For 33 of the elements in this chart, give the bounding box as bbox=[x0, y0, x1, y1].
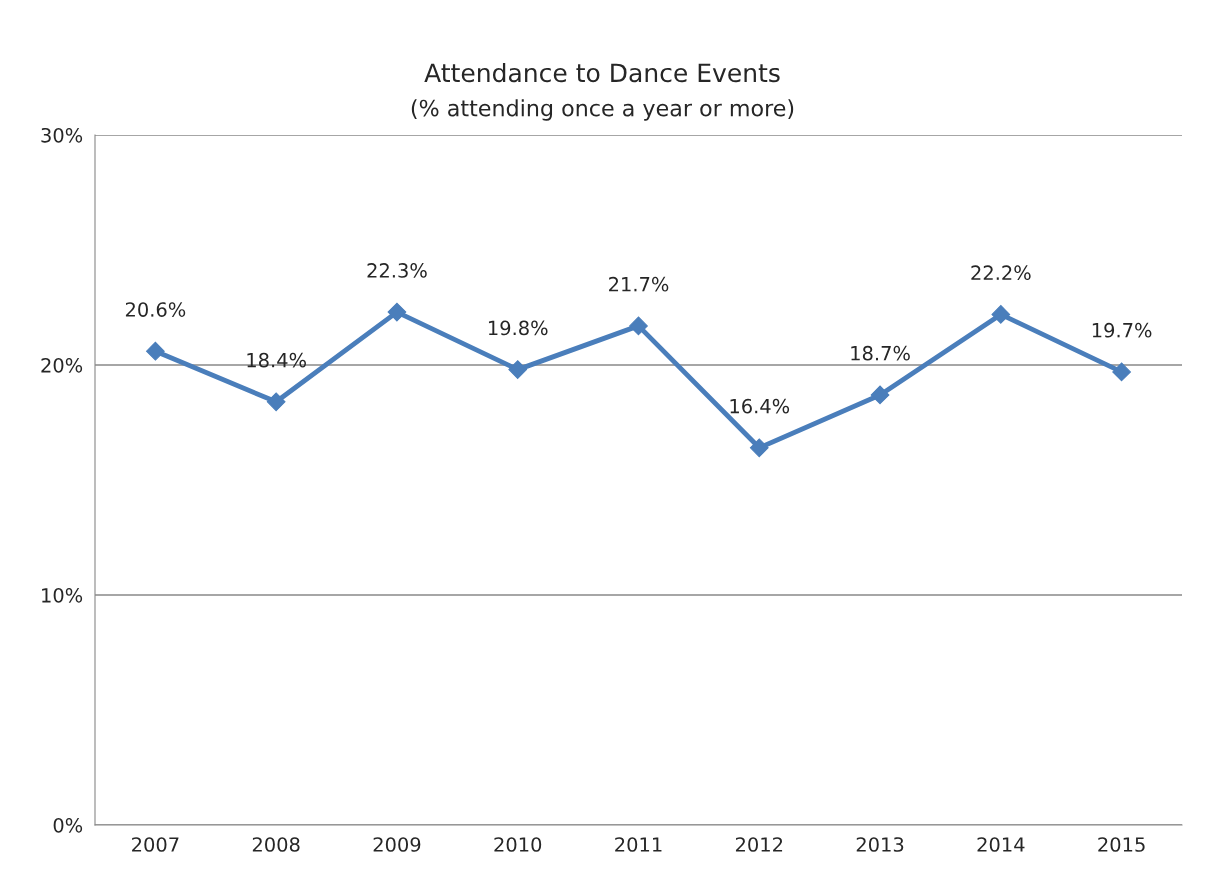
x-tick-label: 2014 bbox=[977, 837, 1025, 852]
point bbox=[508, 360, 528, 379]
point bbox=[146, 341, 165, 361]
data-label: 20.6% bbox=[125, 302, 186, 317]
x-tick-label: 2007 bbox=[132, 837, 179, 852]
chart-title: Attendance to Dance Events bbox=[424, 62, 780, 83]
x-tick-label: 2010 bbox=[494, 837, 542, 852]
data-label: 16.4% bbox=[730, 398, 790, 414]
x-tick-label: 2011 bbox=[615, 837, 662, 852]
point bbox=[749, 438, 769, 458]
data-label: 19.7% bbox=[1092, 322, 1152, 338]
point bbox=[991, 305, 1011, 324]
point bbox=[1112, 362, 1131, 382]
x-tick-label: 2012 bbox=[735, 837, 783, 852]
point bbox=[870, 385, 890, 405]
data-label: 21.7% bbox=[609, 276, 669, 292]
data-label: 18.7% bbox=[851, 345, 910, 361]
x-tick-label: 2015 bbox=[1098, 837, 1145, 852]
data-label: 18.4% bbox=[247, 352, 306, 368]
y-tick-label: 30% bbox=[41, 127, 83, 143]
x-tick-label: 2009 bbox=[373, 837, 421, 852]
point bbox=[266, 392, 286, 412]
y-tick-label: 20% bbox=[41, 357, 83, 373]
y-tick-label: 0% bbox=[53, 817, 83, 833]
data-label: 19.8% bbox=[488, 320, 548, 336]
data-label: 22.2% bbox=[971, 265, 1031, 281]
point bbox=[387, 302, 407, 322]
data-label: 22.3% bbox=[367, 263, 427, 278]
chart-subtitle: (% attending once a year or more) bbox=[411, 99, 794, 121]
point bbox=[629, 316, 648, 336]
x-tick-label: 2013 bbox=[856, 837, 904, 852]
y-tick-label: 10% bbox=[42, 587, 83, 603]
x-tick-label: 2008 bbox=[252, 837, 300, 852]
